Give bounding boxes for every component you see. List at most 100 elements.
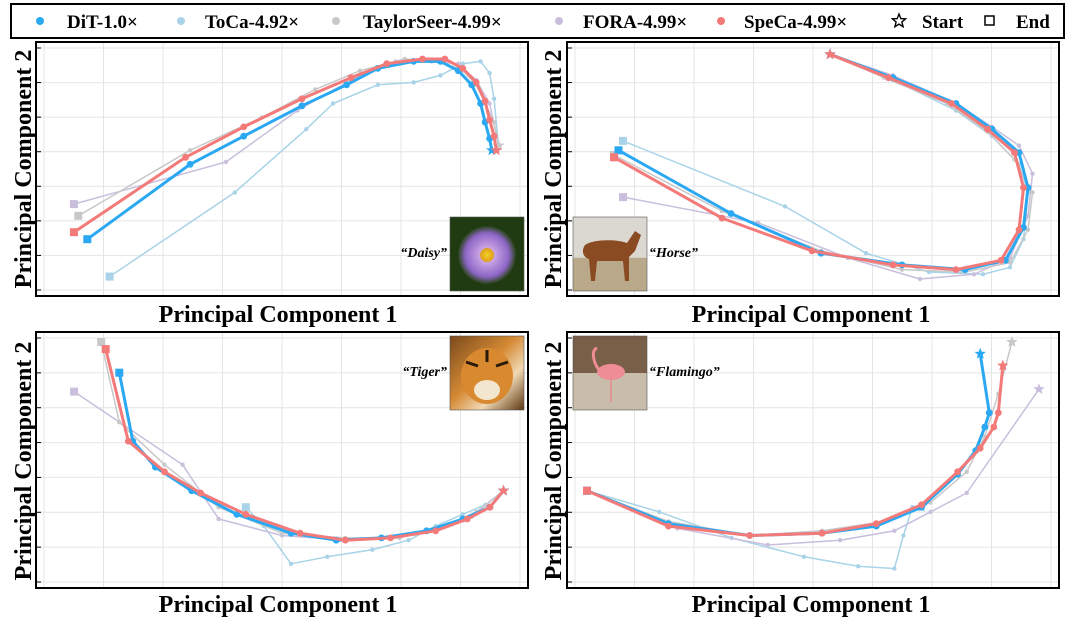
daisy-fora-point [487,101,492,106]
daisy-dit-point [186,160,194,168]
flamingo-speca-point [918,501,925,509]
daisy-taylorseer-point [491,120,497,125]
tiger-panel: “Tiger” [35,331,529,589]
horse-dit-end-marker [614,146,623,155]
tiger-speca-point [161,468,168,476]
daisy-toca-point [375,82,380,88]
tiger-speca-point [341,536,349,544]
tiger-frame [35,331,529,589]
legend-marker-dit [36,17,44,25]
legend-label-end: End [1016,12,1050,33]
daisy-speca-point [459,65,467,72]
tiger-speca-point [242,510,250,518]
flamingo-panel: “Flamingo” [566,331,1060,589]
daisy-taylorseer-point [187,148,193,153]
horse-xlabel: Principal Component 1 [692,302,931,328]
legend-star-icon [890,12,908,29]
tiger-speca-point [387,534,394,542]
tiger-speca-end-marker [101,345,110,354]
flamingo-photo [572,335,648,411]
legend-marker-taylorseer [332,17,340,25]
tiger-speca-point [486,503,494,511]
flamingo-xlabel: Principal Component 1 [692,592,931,618]
horse-fora-point [971,272,977,277]
daisy-taylorseer-point [357,68,363,73]
daisy-speca-point [240,123,248,131]
flamingo-dit-start-marker [974,347,986,359]
tiger-photo [449,335,525,411]
flamingo-speca-point [818,529,826,537]
daisy-speca-point [383,60,391,68]
flamingo-toca-point [901,533,906,538]
flamingo-frame [566,331,1060,589]
horse-annotation: “Horse” [649,246,698,261]
flamingo-speca-point [872,520,880,528]
daisy-speca-point [419,55,426,63]
tiger-taylorseer-end-marker [97,338,106,346]
daisy-toca-point [232,190,237,195]
horse-photo-ground [573,257,647,291]
horse-body [582,231,641,281]
panels: “Daisy” “Horse” “Tiger” “Flamingo” [35,41,1060,589]
tiger-taylorseer-point [279,531,285,536]
legend-item-dit: DiT-1.0× [36,12,138,33]
tiger-speca-point [124,437,132,445]
flamingo-photo-frame [572,335,648,411]
daisy-taylorseer-start-marker [492,139,505,151]
daisy-speca-point [472,79,480,86]
daisy-toca-point [491,96,497,102]
daisy-toca-end-marker [105,272,114,281]
daisy-toca-point [460,61,465,66]
horse-speca-point [718,214,726,222]
horse-speca-end-marker [610,153,618,162]
flamingo-series-fora-line [586,388,1040,546]
flamingo-speca-point [976,444,984,452]
horse-fora-end-marker [619,193,627,202]
flamingo-annotation: “Flamingo” [649,365,720,380]
tiger-toca-end-marker [241,503,250,512]
tiger-toca-point [460,512,465,517]
legend-item-end: End [984,12,1050,33]
daisy-speca-point [441,55,449,63]
horse-taylorseer-point [899,267,905,272]
horse-speca-point [889,261,897,269]
tiger-taylorseer-point [117,420,122,425]
tiger-fora-end-marker [70,387,79,396]
daisy-fora-end-marker [69,200,78,209]
horse-speca-point [997,256,1005,264]
legend-label-speca: SpeCa-4.99× [744,12,847,33]
tiger-speca-point [432,527,440,535]
legend-marker-toca [177,17,185,25]
tiger-fora-point [216,516,221,522]
flamingo-speca-point [746,532,754,539]
flamingo-speca-point [954,468,961,476]
tiger-annotation: “Tiger” [402,365,447,380]
tiger-toca-point [288,561,294,566]
flamingo-toca-point [856,564,861,569]
tiger-series-toca-line [245,489,505,565]
flamingo-ylabel: Principal Component 2 [541,342,567,581]
daisy-dit-point [298,102,306,110]
daisy-speca-point [481,97,489,105]
flamingo-speca-end-marker [583,486,591,495]
tiger-taylorseer-point [162,462,167,467]
flamingo-toca-point [892,566,897,571]
legend: DiT-1.0× ToCa-4.92× TaylorSeer-4.99× FOR… [10,3,1065,39]
legend-item-toca: ToCa-4.92× [177,12,299,33]
daisy-toca-point [438,73,443,78]
daisy-toca-point [304,127,309,132]
daisy-dit-point [240,132,248,140]
daisy-speca-point [490,132,498,140]
legend-label-taylorseer: TaylorSeer-4.99× [363,12,502,33]
horse-fora-point [1016,143,1022,148]
horse-photo [572,216,648,292]
tiger-speca-start-marker [497,484,510,496]
legend-label-fora: FORA-4.99× [583,12,687,33]
horse-speca-point [885,74,892,82]
tiger-speca-point [197,489,205,497]
horse-taylorseer-point [1025,227,1031,232]
horse-panel: “Horse” [566,41,1060,297]
flamingo-fora-point [928,509,933,515]
horse-toca-point [782,204,788,209]
horse-speca-point [948,100,955,107]
